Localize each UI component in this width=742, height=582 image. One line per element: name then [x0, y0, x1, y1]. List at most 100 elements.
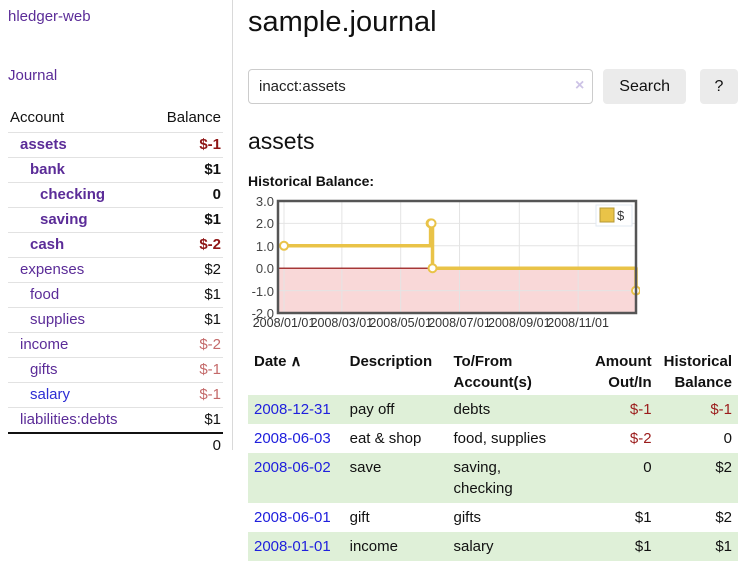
transaction-date-link[interactable]: 2008-06-03 — [254, 430, 331, 447]
account-row: salary $-1 — [8, 382, 223, 408]
historical-balance-chart: $3.0 2.0 1.0 0.0 -1.0 -2.0 2008/01/01 2008/03/0… — [248, 194, 641, 335]
transaction-date-link[interactable]: 2008-06-01 — [254, 509, 331, 526]
transaction-accounts: saving, checking — [453, 459, 513, 497]
transaction-balance: $2 — [715, 509, 732, 526]
transaction-date-cell: 2008-01-01 — [248, 532, 344, 561]
account-row: food $1 — [8, 282, 223, 308]
account-row: cash $-2 — [8, 232, 223, 258]
sidebar: hledger-web Journal Account Balance asse… — [0, 0, 233, 458]
transaction-amount: $-1 — [629, 401, 652, 418]
search-input[interactable] — [248, 69, 594, 104]
account-row: supplies $1 — [8, 307, 223, 333]
main-content: sample.journal × Search ? assets Histori… — [248, 0, 738, 561]
transaction-description: save — [349, 459, 382, 476]
transaction-balance: $1 — [715, 538, 732, 555]
register-header-description: Description — [349, 353, 433, 370]
account-balance: $1 — [149, 307, 223, 333]
x-axis-tick-label: 2008/09/01 — [488, 316, 551, 330]
help-button[interactable]: ? — [700, 69, 738, 104]
transaction-amount: $-2 — [629, 430, 652, 447]
x-axis-tick-label: 2008/01/01 — [252, 316, 316, 330]
account-row: saving $1 — [8, 207, 223, 233]
transaction-balance: 0 — [723, 430, 732, 447]
transaction-amount: $1 — [634, 509, 652, 526]
account-row: liabilities:debts $1 — [8, 407, 223, 433]
transaction-date-link[interactable]: 2008-12-31 — [254, 401, 331, 418]
account-balance: $1 — [149, 157, 223, 183]
accounts-header-account: Account — [10, 109, 65, 126]
account-row: income $-2 — [8, 332, 223, 358]
transaction-amount: $1 — [634, 538, 652, 555]
transaction-date-link[interactable]: 2008-06-02 — [254, 459, 331, 476]
nav-journal-link[interactable]: Journal — [8, 67, 58, 84]
transaction-date-cell: 2008-06-03 — [248, 424, 344, 453]
account-link[interactable]: saving — [40, 211, 88, 228]
transaction-description: income — [349, 538, 398, 555]
register-header-row: Date ∧ Description To/From Account(s) Amo… — [248, 349, 738, 395]
account-row: expenses $2 — [8, 257, 223, 283]
search-button[interactable]: Search — [603, 69, 686, 104]
brand-link[interactable]: hledger-web — [8, 8, 91, 25]
transaction-date-cell: 2008-06-01 — [248, 503, 344, 532]
clear-search-icon[interactable]: × — [574, 77, 585, 94]
transaction-row: 2008-06-02 save saving, checking 0 $2 — [248, 453, 738, 503]
accounts-header-balance: Balance — [166, 109, 221, 126]
y-axis-tick-label: -1.0 — [251, 283, 274, 299]
transaction-row: 2008-12-31 pay off debts $-1 $-1 — [248, 395, 738, 424]
account-link[interactable]: food — [30, 286, 60, 303]
account-balance: $-2 — [149, 232, 223, 258]
account-link[interactable]: assets — [20, 136, 67, 153]
transaction-row: 2008-06-01 gift gifts $1 $2 — [248, 503, 738, 532]
page-title: sample.journal — [248, 6, 437, 38]
register-header-date[interactable]: Date ∧ — [254, 353, 302, 370]
account-row: bank $1 — [8, 157, 223, 183]
transaction-balance: $2 — [715, 459, 732, 476]
legend-swatch — [599, 207, 615, 223]
account-link[interactable]: income — [20, 336, 69, 353]
y-axis-tick-label: -2.0 — [251, 306, 274, 321]
account-link[interactable]: cash — [30, 236, 65, 253]
transaction-description: pay off — [349, 401, 395, 418]
y-axis-tick-label: 0.0 — [255, 261, 274, 277]
transaction-accounts: food, supplies — [453, 430, 547, 447]
register-header-balance: Historical Balance — [663, 353, 732, 391]
x-axis-tick-label: 2008/05/01 — [369, 316, 432, 330]
transaction-amount: 0 — [643, 459, 652, 476]
y-axis-tick-label: 3.0 — [255, 194, 274, 209]
transaction-accounts: debts — [453, 401, 491, 418]
transaction-row: 2008-06-03 eat & shop food, supplies $-2 0 — [248, 424, 738, 453]
account-balance: $1 — [149, 207, 223, 233]
account-link[interactable]: liabilities:debts — [20, 411, 118, 428]
register-header-accounts: To/From Account(s) — [453, 353, 532, 391]
account-title: assets — [248, 128, 315, 154]
account-row: checking 0 — [8, 182, 223, 208]
account-link[interactable]: salary — [30, 386, 71, 403]
transaction-row: 2008-01-01 income salary $1 $1 — [248, 532, 738, 561]
register-header-amount: Amount Out/In — [594, 353, 652, 391]
x-axis-tick-label: 2008/07/01 — [428, 316, 491, 330]
account-balance: $-1 — [149, 382, 223, 408]
account-link[interactable]: checking — [40, 186, 106, 203]
account-balance: $-1 — [149, 357, 223, 383]
chart-title: Historical Balance: — [248, 173, 375, 189]
account-balance: $-2 — [149, 332, 223, 358]
register-table: Date ∧ Description To/From Account(s) Amo… — [248, 349, 738, 561]
x-axis-tick-label: 2008/03/01 — [310, 316, 374, 330]
accounts-total-value: 0 — [149, 432, 223, 458]
legend-label: $ — [617, 208, 625, 223]
transaction-accounts: salary — [453, 538, 494, 555]
account-link[interactable]: expenses — [20, 261, 85, 278]
chart-canvas: $ — [276, 199, 641, 315]
account-row: assets $-1 — [8, 132, 223, 158]
sort-ascending-icon: ∧ — [290, 353, 302, 370]
account-balance: $1 — [149, 282, 223, 308]
account-link[interactable]: gifts — [30, 361, 58, 378]
x-axis-tick-label: 2008/11/01 — [547, 316, 609, 330]
transaction-description: eat & shop — [349, 430, 422, 447]
account-balance: $-1 — [149, 132, 223, 158]
transaction-date-link[interactable]: 2008-01-01 — [254, 538, 331, 555]
account-link[interactable]: bank — [30, 161, 66, 178]
accounts-table: Account Balance assets $-1 bank $1 checking 0… — [8, 106, 223, 458]
transaction-accounts: gifts — [453, 509, 482, 526]
account-link[interactable]: supplies — [30, 311, 86, 328]
